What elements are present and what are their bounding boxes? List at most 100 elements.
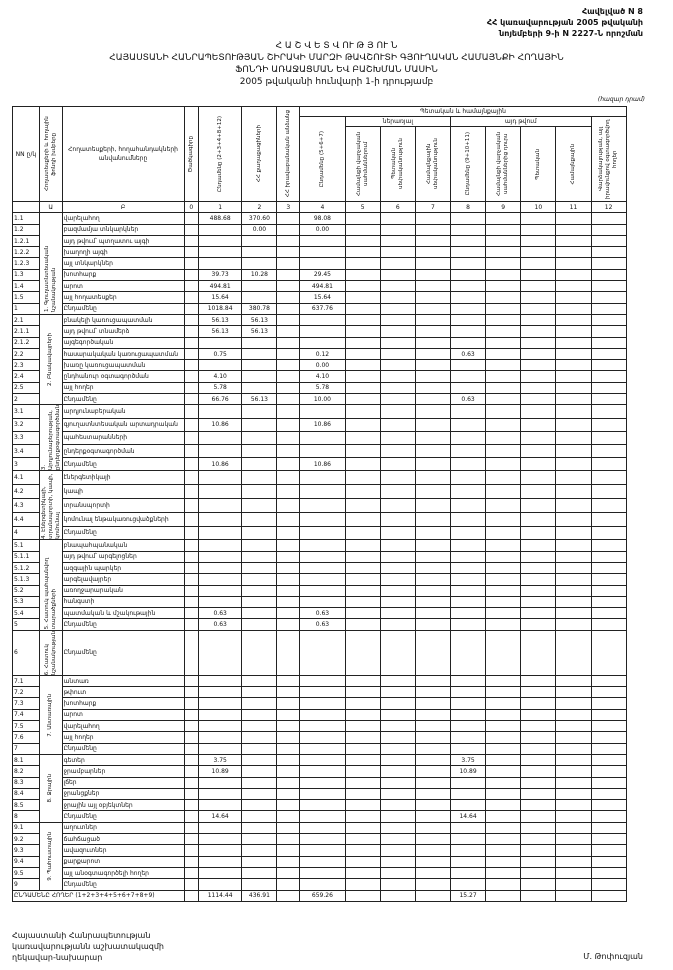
- code-cell: 2.2: [12, 347, 40, 361]
- annex-line: ՀՀ կառավարության 2005 թվականի: [486, 18, 643, 27]
- value-cell: [590, 313, 627, 327]
- value-cell: [276, 550, 301, 563]
- name-cell: կապի: [61, 484, 185, 499]
- value-cell: [276, 810, 301, 823]
- value-cell: [590, 866, 627, 880]
- value-cell: [520, 511, 557, 527]
- value-cell: 14.64: [450, 810, 487, 823]
- value-cell: [183, 359, 199, 372]
- header-cell: այդ թվում: [450, 116, 592, 127]
- value-cell: [414, 359, 452, 372]
- value-cell: [379, 607, 416, 620]
- header-cell: Համայնքային սեփականություն: [414, 126, 452, 202]
- value-cell: [197, 404, 243, 419]
- value-cell: [379, 776, 416, 789]
- name-cell: այդ թվում՝ տնամերձ: [61, 325, 185, 338]
- value-cell: [344, 595, 381, 609]
- value-cell: [450, 833, 487, 846]
- header-cell: Ընդամենը (5+6+7): [299, 116, 346, 202]
- value-cell: [590, 393, 627, 406]
- value-cell: [276, 607, 301, 620]
- value-cell: [414, 833, 452, 846]
- index-cell: 11: [555, 200, 592, 214]
- value-cell: [485, 257, 522, 270]
- value-cell: [344, 561, 381, 575]
- value-cell: [344, 607, 381, 620]
- data-row: 7.6 այլ հողեր: [12, 731, 662, 744]
- value-cell: [241, 844, 278, 857]
- value-cell: [590, 561, 627, 575]
- code-cell: 9.4: [12, 855, 40, 868]
- value-cell: [520, 457, 557, 472]
- name-cell: հանգստի: [61, 595, 185, 609]
- value-cell: [299, 430, 346, 446]
- value-cell: [485, 878, 522, 891]
- header-row: Համայնքի վարչական սահմաններում Պետական սե…: [13, 126, 662, 202]
- code-cell: 9: [12, 878, 40, 891]
- value-cell: [555, 595, 592, 609]
- value-cell: [414, 787, 452, 801]
- value-cell: [450, 525, 487, 541]
- value-cell: [555, 787, 592, 801]
- value-cell: [485, 607, 522, 620]
- value-cell: [299, 246, 346, 259]
- value-cell: [183, 742, 199, 755]
- value-cell: 3.75: [450, 753, 487, 767]
- value-cell: [276, 313, 301, 327]
- value-cell: [183, 268, 199, 282]
- value-cell: [590, 584, 627, 597]
- value-cell: [520, 821, 557, 835]
- value-cell: [485, 280, 522, 293]
- value-cell: 0.63: [450, 347, 487, 361]
- value-cell: [520, 573, 557, 586]
- value-cell: [450, 470, 487, 486]
- value-cell: [276, 833, 301, 846]
- value-cell: [183, 731, 199, 744]
- data-row: 8.2 ջրամբարներ 10.89 10.89: [12, 765, 662, 778]
- code-cell: 8.4: [12, 787, 40, 801]
- value-cell: 15.64: [197, 291, 243, 304]
- code-cell: 5.4: [12, 607, 40, 620]
- header-cell: Ընդամենը (2+3+4+8+12): [197, 106, 243, 202]
- value-cell: [485, 742, 522, 755]
- code-cell: 2.3: [12, 359, 40, 372]
- value-cell: [241, 457, 278, 472]
- value-cell: [276, 618, 301, 631]
- value-cell: [555, 607, 592, 620]
- value-cell: [555, 833, 592, 846]
- value-cell: [520, 776, 557, 789]
- value-cell: [276, 417, 301, 432]
- value-cell: [344, 511, 381, 527]
- value-cell: [485, 393, 522, 406]
- value-cell: [414, 561, 452, 575]
- value-cell: [555, 776, 592, 789]
- value-cell: [590, 280, 627, 293]
- value-cell: 29.45: [299, 268, 346, 282]
- index-cell: 10: [520, 200, 557, 214]
- value-cell: [183, 686, 199, 699]
- value-cell: [450, 381, 487, 395]
- name-cell: այլ հողեր: [61, 731, 185, 744]
- value-cell: [450, 697, 487, 710]
- value-cell: [299, 821, 346, 835]
- value-cell: [590, 525, 627, 541]
- value-cell: 3.75: [197, 753, 243, 767]
- code-cell: 2: [12, 393, 40, 406]
- value-cell: [241, 525, 278, 541]
- value-cell: [450, 539, 487, 552]
- data-row: 4 Ընդամենը: [12, 525, 662, 541]
- code-cell: 5.1.1: [12, 550, 40, 563]
- value-cell: [555, 889, 592, 902]
- value-cell: 5.78: [299, 381, 346, 395]
- value-cell: [379, 584, 416, 597]
- value-cell: [241, 359, 278, 372]
- value-cell: [299, 686, 346, 699]
- value-cell: [197, 525, 243, 541]
- value-cell: [379, 212, 416, 225]
- annex-line: նոյեմբերի 9-ի N 2227-Ն որոշման: [499, 29, 643, 38]
- value-cell: [241, 561, 278, 575]
- code-cell: 1.3: [12, 268, 40, 282]
- value-cell: [276, 370, 301, 383]
- value-cell: [344, 393, 381, 406]
